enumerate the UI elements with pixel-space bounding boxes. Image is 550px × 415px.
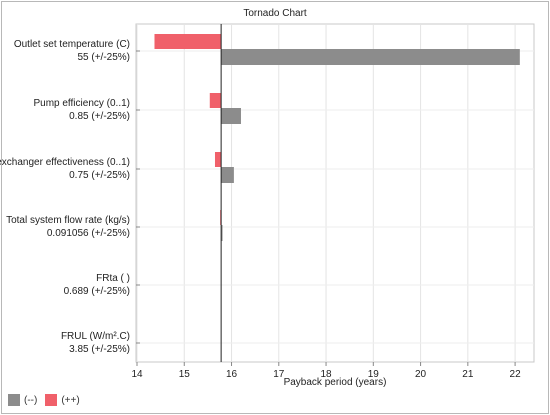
- parameter-label: Heat exchanger effectiveness (0..1): [0, 157, 130, 168]
- x-tick-label: 18: [320, 369, 332, 380]
- legend-label-minus: (--): [24, 394, 38, 406]
- legend: (--) (++): [8, 394, 88, 406]
- x-axis-label: Payback period (years): [284, 377, 387, 388]
- x-tick-label: 15: [179, 369, 191, 380]
- legend-swatch-plus: [45, 394, 58, 406]
- x-ticks-group: 14 15 16 17 18 19 20 21 22: [131, 362, 521, 380]
- bar-plus: [209, 93, 222, 108]
- plot-area: [135, 23, 535, 363]
- parameter-range: 0.85 (+/-25%): [69, 111, 130, 122]
- legend-item-plus: (++): [45, 394, 80, 406]
- parameter-range: 0.75 (+/-25%): [69, 170, 130, 181]
- parameter-label: Pump efficiency (0..1): [33, 98, 130, 109]
- bar-minus: [221, 108, 241, 124]
- parameter-label: FRta ( ): [96, 273, 130, 284]
- parameter-label: Outlet set temperature (C): [14, 39, 130, 50]
- x-tick-label: 19: [368, 369, 380, 380]
- parameter-range: 0.689 (+/-25%): [64, 286, 130, 297]
- x-tick-label: 17: [273, 369, 285, 380]
- chart-title: Tornado Chart: [243, 8, 307, 19]
- x-tick-label: 21: [462, 369, 474, 380]
- bars-group: [154, 34, 520, 241]
- legend-label-plus: (++): [61, 394, 80, 406]
- bar-plus: [154, 34, 222, 49]
- parameter-range: 3.85 (+/-25%): [69, 344, 130, 355]
- bar-minus: [221, 49, 520, 65]
- x-tick-label: 22: [510, 369, 522, 380]
- parameter-label: FRUL (W/m².C): [61, 331, 130, 342]
- bar-plus: [214, 152, 222, 167]
- legend-swatch-minus: [8, 394, 20, 406]
- x-tick-label: 16: [226, 369, 238, 380]
- parameter-range: 0.091056 (+/-25%): [47, 228, 130, 239]
- legend-item-minus: (--): [8, 394, 37, 406]
- bar-minus: [221, 225, 223, 241]
- y-labels-group: Outlet set temperature (C) 55 (+/-25%) Pum…: [0, 39, 140, 355]
- parameter-label: Total system flow rate (kg/s): [6, 215, 130, 226]
- x-tick-label: 14: [131, 369, 143, 380]
- bar-minus: [221, 167, 234, 183]
- parameter-range: 55 (+/-25%): [77, 52, 130, 63]
- x-tick-label: 20: [415, 369, 427, 380]
